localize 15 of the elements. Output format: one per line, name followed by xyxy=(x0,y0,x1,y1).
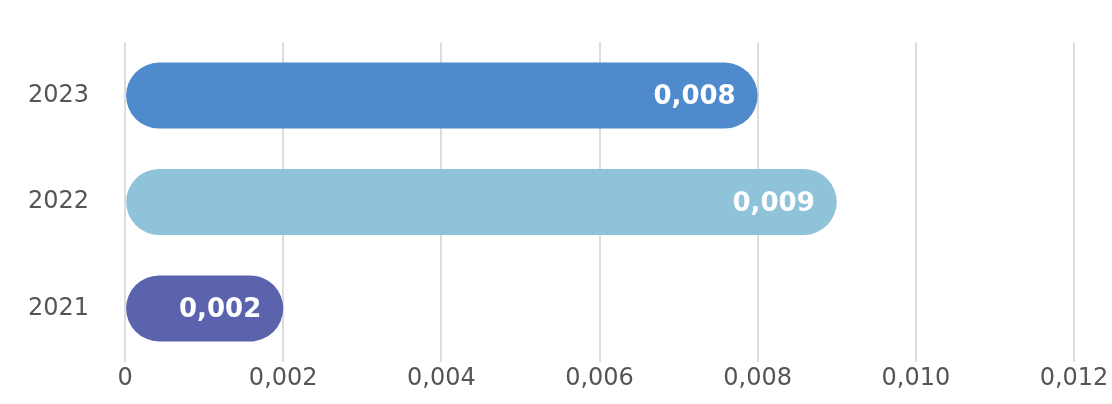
y-tick-label: 2023 xyxy=(28,79,90,108)
x-tick-label: 0,004 xyxy=(407,363,476,392)
x-tick-label: 0,010 xyxy=(881,363,951,392)
x-tick-label: 0,012 xyxy=(1039,363,1109,392)
y-tick-label: 2022 xyxy=(28,186,90,215)
x-tick-label: 0,008 xyxy=(723,363,793,392)
data-label: 0,002 xyxy=(178,293,262,324)
data-label: 0,009 xyxy=(732,186,815,217)
x-tick-label: 0,006 xyxy=(565,363,634,392)
data-label: 0,008 xyxy=(653,80,736,111)
y-tick-label: 2021 xyxy=(28,292,90,321)
bar xyxy=(126,62,758,129)
x-tick-label: 0,002 xyxy=(248,363,318,392)
x-tick-label: 0 xyxy=(117,363,133,392)
bar xyxy=(126,169,837,235)
